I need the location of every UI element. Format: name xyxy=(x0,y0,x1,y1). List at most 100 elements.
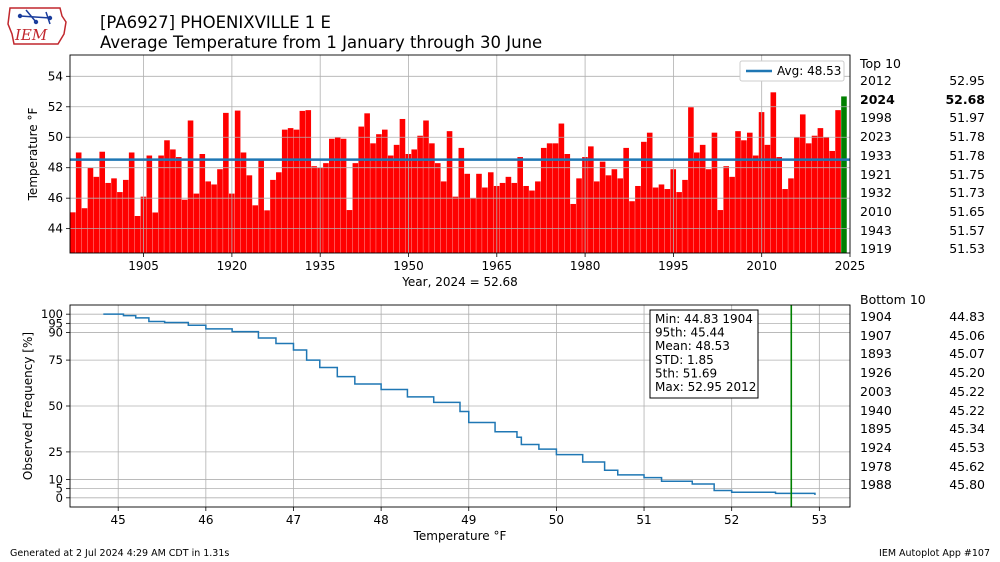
bar-1928 xyxy=(276,172,282,253)
bottom10-year: 2003 xyxy=(860,383,892,399)
top10-year: 1919 xyxy=(860,241,892,257)
bar-1979 xyxy=(576,178,582,253)
bottom10-value: 45.34 xyxy=(949,421,985,437)
bar-1915 xyxy=(199,154,206,253)
bar-1912 xyxy=(181,199,188,253)
top10-row: 1943 51.57 xyxy=(860,223,985,241)
bar-1919 xyxy=(223,112,229,253)
bar-1899 xyxy=(105,182,111,253)
x-tick-label: 50 xyxy=(549,513,564,527)
bar-1927 xyxy=(270,179,276,253)
bar-1903 xyxy=(128,152,135,253)
y-tick-label: 100 xyxy=(41,307,63,321)
bar-1953 xyxy=(423,120,429,254)
top10-value: 51.97 xyxy=(949,110,985,126)
bar-1923 xyxy=(246,175,253,253)
bar-1959 xyxy=(458,147,465,253)
bar-1991 xyxy=(646,132,653,253)
bar-1952 xyxy=(417,135,423,253)
bottom10-year: 1893 xyxy=(860,346,892,362)
y-tick-label: 50 xyxy=(48,399,63,413)
bottom10-value: 45.62 xyxy=(949,458,985,474)
bar-1909 xyxy=(164,140,170,253)
bottom10-value: 44.83 xyxy=(949,309,985,324)
bar-2019 xyxy=(811,135,818,253)
bar-1907 xyxy=(152,212,159,253)
bottom10-year: 1907 xyxy=(860,327,892,343)
stats-line: Max: 52.95 2012 xyxy=(655,380,756,394)
x-tick-label: 51 xyxy=(636,513,651,527)
x-axis-label: Year, 2024 = 52.68 xyxy=(401,275,518,289)
y-tick-label: 52 xyxy=(48,100,63,114)
bottom10-year: 1940 xyxy=(860,402,892,418)
iem-logo xyxy=(7,7,67,45)
bar-1951 xyxy=(411,149,418,253)
bar-1955 xyxy=(434,163,441,253)
x-tick-label: 49 xyxy=(461,513,476,527)
bar-2023 xyxy=(835,110,841,253)
bottom10-row: 1926 45.20 xyxy=(860,365,985,383)
bottom10-value: 45.07 xyxy=(949,346,985,362)
bar-1931 xyxy=(293,129,300,253)
y-tick-label: 0 xyxy=(56,491,63,505)
x-tick-label: 53 xyxy=(812,513,827,527)
bar-1900 xyxy=(111,178,117,253)
top10-value: 51.53 xyxy=(949,241,985,257)
top10-row: 1921 51.75 xyxy=(860,167,985,185)
bar-1925 xyxy=(258,160,264,253)
bar-1997 xyxy=(682,179,688,253)
bar-2008 xyxy=(746,132,753,253)
bar-1961 xyxy=(470,198,476,253)
top10-row: 2023 51.78 xyxy=(860,129,985,147)
x-tick-label: 45 xyxy=(111,513,126,527)
bar-1922 xyxy=(240,152,247,253)
x-tick-label: 1905 xyxy=(128,259,159,273)
bar-1977 xyxy=(564,154,571,253)
stats-line: Mean: 48.53 xyxy=(655,339,730,353)
bar-1942 xyxy=(358,126,365,253)
top10-row: 1998 51.97 xyxy=(860,110,985,128)
bar-1976 xyxy=(558,123,565,253)
bar-2020 xyxy=(817,128,824,253)
x-tick-label: 2025 xyxy=(835,259,866,273)
bar-1894 xyxy=(75,152,82,253)
bar-2014 xyxy=(782,189,788,253)
bar-1937 xyxy=(329,138,335,253)
bar-1958 xyxy=(452,196,459,253)
bar-2012 xyxy=(770,92,777,253)
bar-chart: 1905 1920 1935 1950 1965 1980 1995 2010 2025 44 46… xyxy=(26,54,866,289)
x-tick-label: 52 xyxy=(724,513,739,527)
bar-2003 xyxy=(717,210,724,253)
bar-1983 xyxy=(599,161,606,253)
bar-2017 xyxy=(799,114,806,254)
bar-1943 xyxy=(364,113,370,253)
top10-row: 1919 51.53 xyxy=(860,241,985,259)
top10-year: 2010 xyxy=(860,203,892,219)
bottom10-row: 1907 45.06 xyxy=(860,328,985,346)
y-tick-label: 44 xyxy=(48,222,63,236)
bar-1914 xyxy=(193,193,200,253)
bottom10-value: 45.53 xyxy=(949,439,985,455)
legend-label: Avg: 48.53 xyxy=(777,64,841,78)
bar-1992 xyxy=(652,187,659,253)
y-axis-label: Observed Frequency [%] xyxy=(21,332,35,480)
bar-1999 xyxy=(694,152,700,253)
bar-1947 xyxy=(387,155,394,253)
y-tick-label: 75 xyxy=(48,353,63,367)
bar-1938 xyxy=(334,137,341,253)
bottom10-row: 1904 44.83 xyxy=(860,309,985,327)
top10-year: 2024 xyxy=(860,91,895,107)
bar-2011 xyxy=(764,144,771,253)
bar-1985 xyxy=(611,169,618,253)
bar-1990 xyxy=(641,141,647,253)
bar-1946 xyxy=(382,129,388,253)
bottom10-value: 45.06 xyxy=(949,327,985,343)
y-tick-label: 25 xyxy=(48,445,63,459)
y-tick-label: 90 xyxy=(48,326,63,340)
bottom10-year: 1904 xyxy=(860,309,892,324)
bottom10-row: 1895 45.34 xyxy=(860,421,985,439)
x-tick-label: 2010 xyxy=(746,259,777,273)
bar-1967 xyxy=(505,176,512,253)
